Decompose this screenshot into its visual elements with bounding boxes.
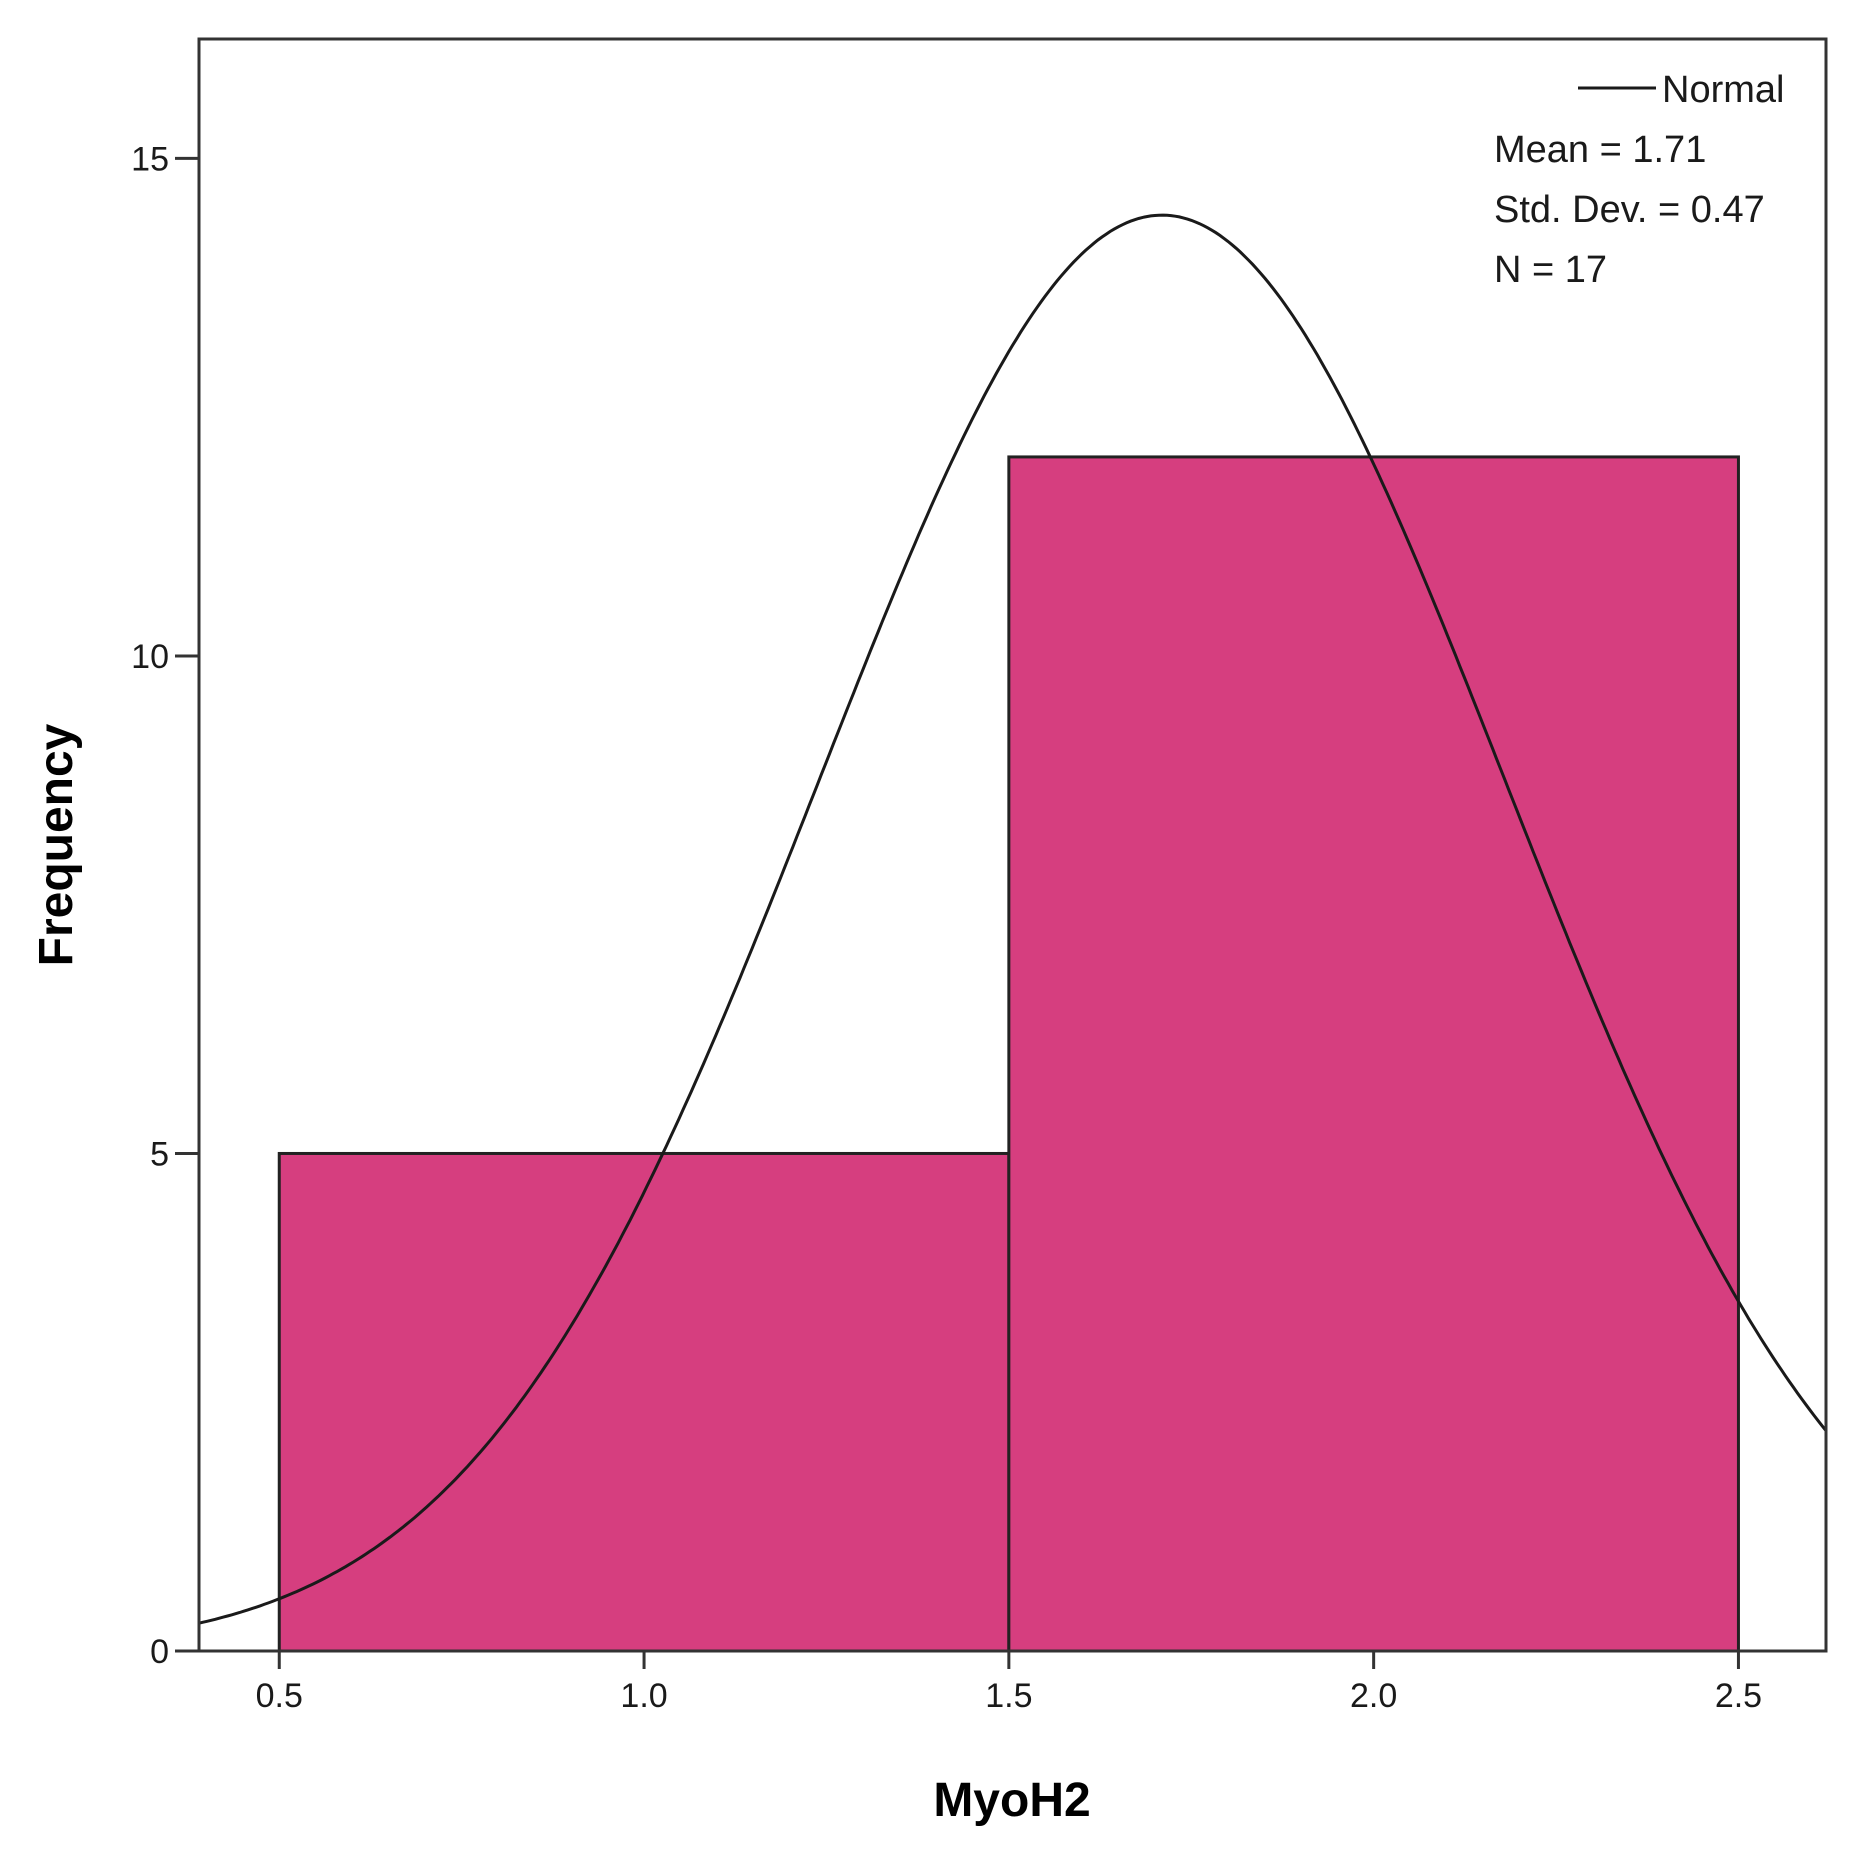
legend-stat-n: N = 17 (1494, 249, 1607, 291)
y-tick-label-10: 10 (131, 638, 169, 676)
x-tick-label-0.5: 0.5 (256, 1677, 303, 1715)
legend-stat-sd: Std. Dev. = 0.47 (1494, 189, 1765, 231)
legend-stat-mean: Mean = 1.71 (1494, 129, 1706, 171)
y-tick-label-5: 5 (150, 1135, 169, 1173)
y-tick-label-0: 0 (150, 1633, 169, 1671)
x-tick-label-1.5: 1.5 (985, 1677, 1032, 1715)
y-tick-label-15: 15 (131, 140, 169, 178)
y-axis-title: Frequency (30, 723, 83, 966)
x-tick-label-1.0: 1.0 (620, 1677, 667, 1715)
plot-frame (197, 37, 1828, 1653)
x-axis-title: MyoH2 (933, 1774, 1090, 1827)
histogram-bar-1 (277, 1151, 1011, 1653)
normal-curve (198, 213, 1828, 1625)
histogram-bar-2 (1007, 455, 1740, 1653)
x-tick-label-2.5: 2.5 (1715, 1677, 1762, 1715)
x-tick-label-2.0: 2.0 (1350, 1677, 1397, 1715)
x-axis: 0.5 1.0 1.5 2.0 2.5 (256, 1651, 1762, 1715)
legend: Normal Mean = 1.71 Std. Dev. = 0.47 N = … (1494, 69, 1784, 291)
y-axis: 0 5 10 15 (131, 140, 199, 1671)
legend-label-normal: Normal (1662, 69, 1784, 111)
